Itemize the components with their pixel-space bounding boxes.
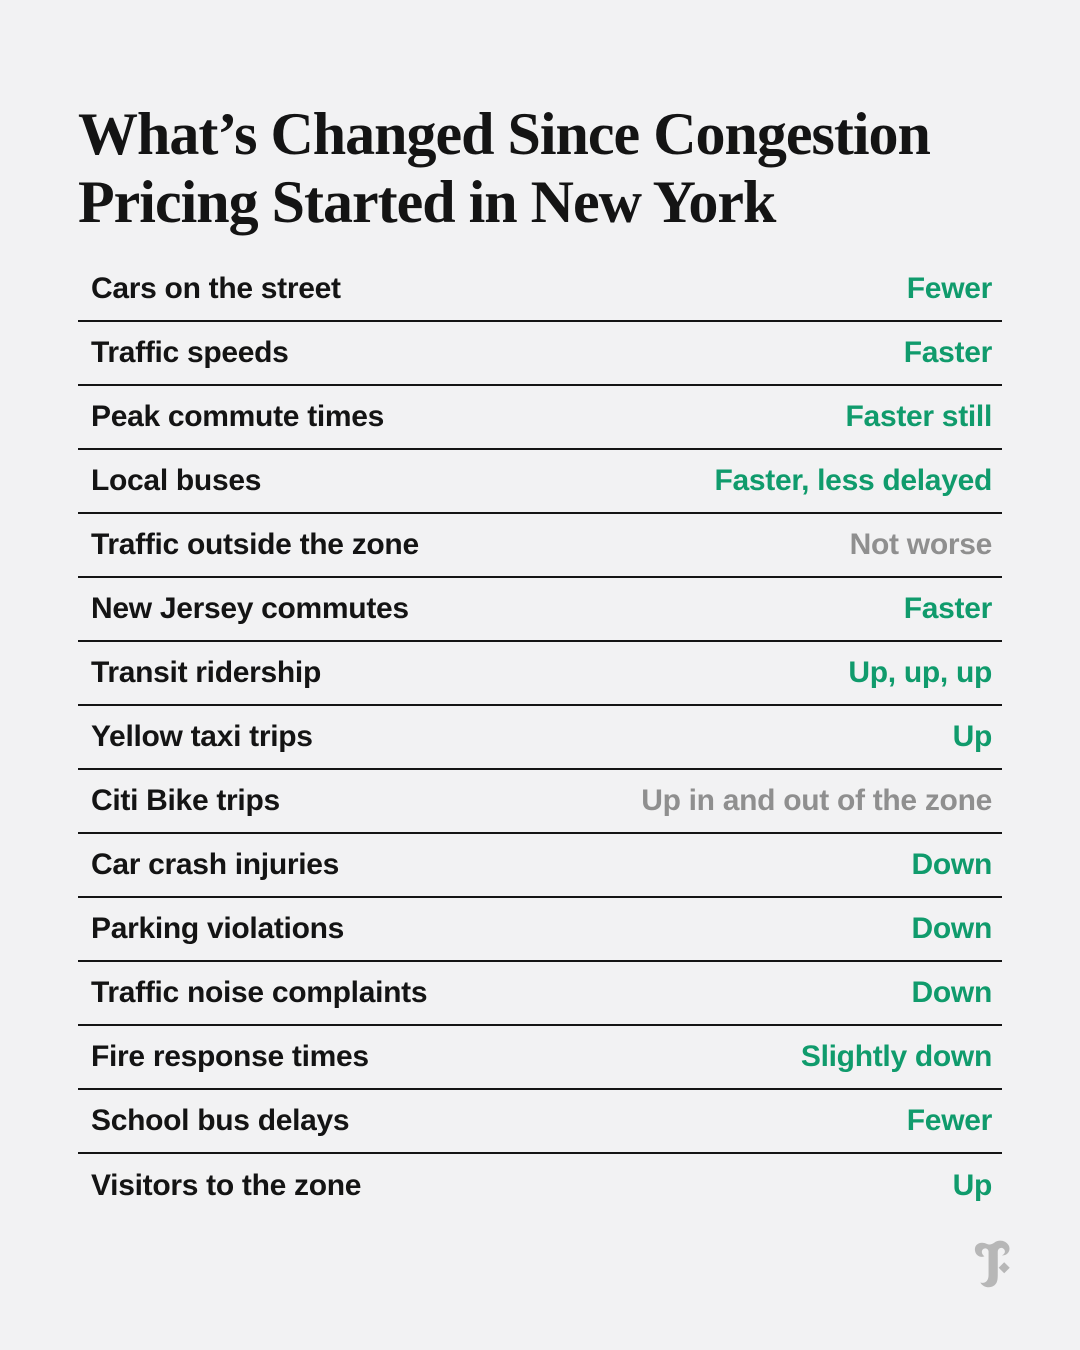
row-label: Traffic outside the zone (91, 528, 419, 561)
row-value: Not worse (849, 528, 993, 561)
row-label: Car crash injuries (91, 848, 340, 881)
row-value: Up (952, 1169, 993, 1202)
row-value: Faster still (845, 400, 993, 433)
page-title-line-2: Pricing Started in New York (78, 169, 776, 236)
table-row: School bus delays Fewer (78, 1090, 1002, 1154)
row-value: Fewer (906, 272, 993, 305)
row-value: Faster, less delayed (714, 464, 992, 497)
row-label: Yellow taxi trips (91, 720, 313, 753)
row-value: Faster (903, 336, 993, 369)
table-row: Car crash injuries Down (78, 834, 1002, 898)
table-row: New Jersey commutes Faster (78, 578, 1002, 642)
row-label: Parking violations (91, 912, 344, 945)
row-label: School bus delays (91, 1104, 350, 1137)
table-row: Visitors to the zone Up (78, 1154, 1002, 1218)
row-value: Down (911, 912, 993, 945)
table-row: Traffic outside the zone Not worse (78, 514, 1002, 578)
table-row: Yellow taxi trips Up (78, 706, 1002, 770)
row-label: Local buses (91, 464, 262, 497)
row-label: Transit ridership (91, 656, 321, 689)
changes-table: Cars on the street Fewer Traffic speeds … (78, 258, 1002, 1218)
table-row: Parking violations Down (78, 898, 1002, 962)
row-label: New Jersey commutes (91, 592, 409, 625)
table-row: Fire response times Slightly down (78, 1026, 1002, 1090)
page-title: What’s Changed Since Congestion Pricing … (78, 100, 931, 236)
table-row: Local buses Faster, less delayed (78, 450, 1002, 514)
table-row: Traffic noise complaints Down (78, 962, 1002, 1026)
row-label: Cars on the street (91, 272, 341, 305)
row-label: Visitors to the zone (91, 1169, 362, 1202)
row-value: Faster (903, 592, 993, 625)
row-label: Traffic speeds (91, 336, 289, 369)
page-title-line-1: What’s Changed Since Congestion (78, 101, 931, 168)
row-value: Fewer (906, 1104, 993, 1137)
table-row: Citi Bike trips Up in and out of the zon… (78, 770, 1002, 834)
row-label: Traffic noise complaints (91, 976, 428, 1009)
row-label: Peak commute times (91, 400, 385, 433)
row-label: Citi Bike trips (91, 784, 280, 817)
row-value: Slightly down (800, 1040, 992, 1073)
table-row: Traffic speeds Faster (78, 322, 1002, 386)
table-row: Peak commute times Faster still (78, 386, 1002, 450)
row-value: Up (952, 720, 993, 753)
row-value: Up, up, up (848, 656, 992, 689)
nyt-logo-glyph (974, 1240, 1010, 1288)
row-value: Down (911, 976, 993, 1009)
nyt-logo-icon (974, 1240, 1010, 1288)
table-row: Cars on the street Fewer (78, 258, 1002, 322)
row-value: Up in and out of the zone (641, 784, 992, 817)
table-row: Transit ridership Up, up, up (78, 642, 1002, 706)
row-value: Down (911, 848, 993, 881)
row-label: Fire response times (91, 1040, 369, 1073)
